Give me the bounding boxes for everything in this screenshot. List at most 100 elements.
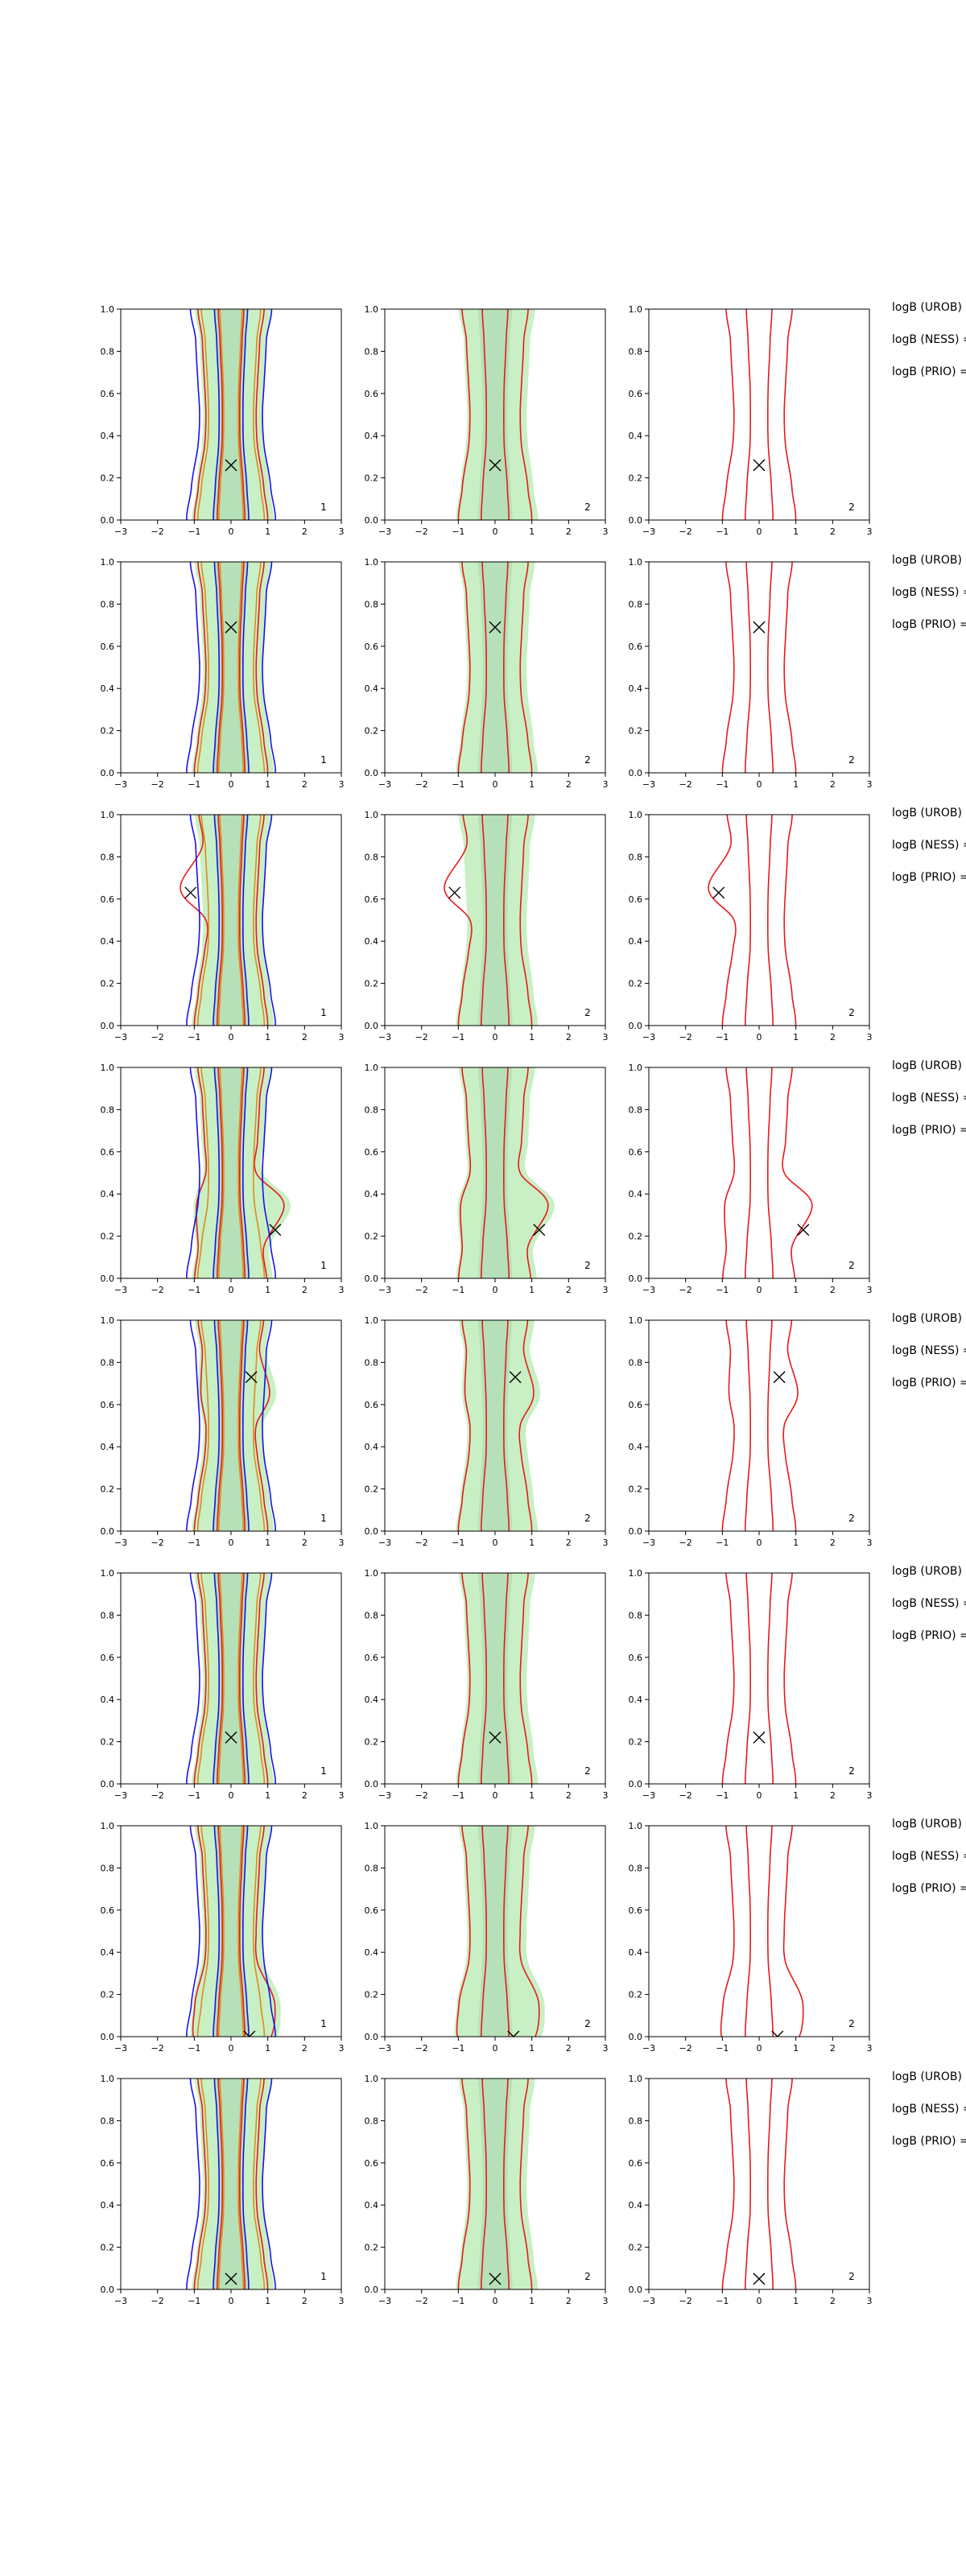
logb-text-1: logB (UROB) = xyxy=(892,1818,966,1831)
y-tick-label: 1.0 xyxy=(629,304,643,315)
y-tick-label: 0.4 xyxy=(101,1189,115,1199)
x-tick-label: 1 xyxy=(529,1032,535,1042)
y-tick-label: 0.0 xyxy=(101,768,115,778)
contour-red-inner xyxy=(745,562,774,773)
y-tick-label: 0.8 xyxy=(629,852,643,862)
contour-red-inner xyxy=(217,1573,246,1784)
y-tick-label: 0.4 xyxy=(365,683,379,694)
x-tick-label: 0 xyxy=(493,2296,498,2306)
x-tick-label: 2 xyxy=(302,1285,308,1295)
x-tick-label: −2 xyxy=(679,1790,692,1801)
y-tick-label: 0.8 xyxy=(101,852,115,862)
contour-blue-inner xyxy=(213,309,250,520)
y-tick-label: 0.2 xyxy=(101,1484,115,1495)
contour-red-inner xyxy=(481,1573,510,1784)
y-tick-label: 0.2 xyxy=(365,1232,379,1242)
panel-r8-c3: −3 −2 −1 0 1 2 3 0.0 0.2 0.4 0.6 0.8 1.0 2 xyxy=(629,2074,873,2306)
panel-r4-c1: −3 −2 −1 0 1 2 3 0.0 0.2 0.4 0.6 0.8 1.0 1 xyxy=(101,1063,345,1295)
y-tick-label: 0.4 xyxy=(101,2200,115,2211)
x-tick-label: −1 xyxy=(452,2296,464,2306)
y-tick-label: 0.0 xyxy=(629,1779,643,1790)
contour-red-inner xyxy=(481,1067,510,1278)
x-tick-label: 0 xyxy=(757,1538,762,1548)
contour-red-inner xyxy=(217,562,246,773)
contour-red-outer xyxy=(457,2079,533,2289)
contour-orange-outer xyxy=(196,1826,266,2037)
x-tick-label: 3 xyxy=(603,1285,609,1295)
x-tick-label: 0 xyxy=(493,2043,498,2054)
contour-blue-outer xyxy=(186,2079,276,2289)
y-tick-label: 0.2 xyxy=(365,473,379,484)
contour-red-inner xyxy=(481,309,510,520)
x-tick-label: −2 xyxy=(151,779,164,790)
y-tick-label: 0.4 xyxy=(629,1695,643,1705)
marker-x xyxy=(225,621,237,634)
x-tick-label: −2 xyxy=(679,1538,692,1548)
plot-area xyxy=(180,815,276,1026)
logb-text-2: logB (NESS) = xyxy=(892,2103,966,2116)
density-fill-inner xyxy=(477,309,513,520)
x-tick-label: −1 xyxy=(716,779,729,790)
y-tick-label: 0.6 xyxy=(629,2158,643,2169)
x-tick-label: 1 xyxy=(793,526,799,537)
axes-frame xyxy=(648,2078,870,2290)
logb-text-1: logB (UROB) = xyxy=(892,301,966,314)
x-tick-label: 3 xyxy=(339,1538,345,1548)
y-tick-label: 1.0 xyxy=(101,304,115,315)
x-tick-label: −1 xyxy=(452,526,464,537)
marker-x xyxy=(773,1371,786,1384)
contour-red-inner xyxy=(481,1320,510,1531)
y-tick-label: 0.4 xyxy=(629,1947,643,1958)
panel-r4-c2: −3 −2 −1 0 1 2 3 0.0 0.2 0.4 0.6 0.8 1.0 2 xyxy=(365,1063,609,1295)
logb-text-2: logB (NESS) = xyxy=(892,839,966,852)
y-tick-label: 0.8 xyxy=(365,2116,379,2126)
axes-frame xyxy=(648,1572,870,1785)
y-tick-label: 0.4 xyxy=(629,1189,643,1199)
x-tick-label: 1 xyxy=(529,1790,535,1801)
contour-red-outer xyxy=(721,1320,799,1531)
contour-orange-outer xyxy=(196,2079,266,2289)
contour-red-inner xyxy=(217,2079,246,2289)
contour-orange-outer xyxy=(196,815,266,1026)
logb-text-1: logB (UROB) = xyxy=(892,554,966,567)
x-tick-label: −2 xyxy=(151,1790,164,1801)
x-tick-label: 0 xyxy=(229,779,234,790)
y-tick-label: 0.4 xyxy=(101,431,115,441)
x-tick-label: 1 xyxy=(793,2043,799,2054)
y-tick-label: 0.4 xyxy=(365,431,379,441)
panel-r8-c1: −3 −2 −1 0 1 2 3 0.0 0.2 0.4 0.6 0.8 1.0 1 xyxy=(101,2074,345,2306)
panel-label: 2 xyxy=(848,1260,855,1271)
y-tick-label: 1.0 xyxy=(365,557,379,568)
y-tick-label: 0.2 xyxy=(629,1484,643,1495)
plot-area xyxy=(721,1573,797,1784)
plot-area xyxy=(456,1067,555,1278)
x-tick-label: −2 xyxy=(679,526,692,537)
x-tick-label: −1 xyxy=(188,1285,200,1295)
marker-x xyxy=(245,1371,258,1384)
y-tick-label: 0.4 xyxy=(365,936,379,947)
x-tick-label: 3 xyxy=(867,1538,873,1548)
y-tick-label: 0.2 xyxy=(101,1990,115,2000)
y-tick-label: 0.8 xyxy=(629,1104,643,1115)
marker-x xyxy=(753,2273,766,2285)
x-tick-label: −1 xyxy=(188,1538,200,1548)
y-tick-label: 0.2 xyxy=(101,726,115,737)
y-tick-label: 1.0 xyxy=(101,1568,115,1579)
contour-red-inner xyxy=(217,309,246,520)
y-tick-label: 0.0 xyxy=(365,1779,379,1790)
y-tick-label: 0.8 xyxy=(365,1357,379,1368)
y-tick-label: 0.2 xyxy=(365,1737,379,1748)
x-tick-label: 1 xyxy=(793,1790,799,1801)
x-tick-label: −2 xyxy=(415,1538,428,1548)
x-tick-label: −2 xyxy=(415,1790,428,1801)
y-tick-label: 0.6 xyxy=(629,1905,643,1916)
x-tick-label: −2 xyxy=(415,526,428,537)
contour-red-outer xyxy=(193,562,269,773)
x-tick-label: −3 xyxy=(378,526,391,537)
plot-area xyxy=(186,309,276,520)
marker-x xyxy=(489,621,502,634)
x-tick-label: 2 xyxy=(566,1790,572,1801)
plot-area xyxy=(721,2079,797,2289)
x-tick-label: 2 xyxy=(566,2043,572,2054)
panel-r3-c1: −3 −2 −1 0 1 2 3 0.0 0.2 0.4 0.6 0.8 1.0 1 xyxy=(101,810,345,1042)
